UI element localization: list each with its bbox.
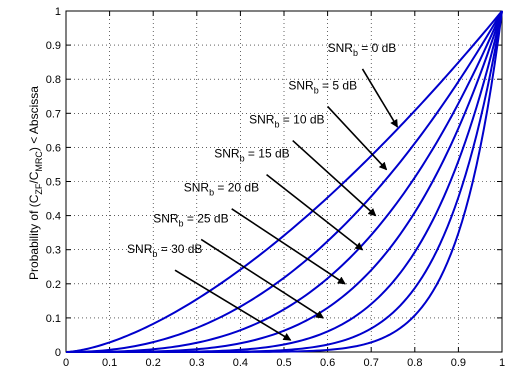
series-annotation-2: SNRb = 10 dB	[249, 113, 324, 130]
x-tick-label: 0.3	[189, 357, 204, 369]
series-line-5	[66, 10, 503, 353]
annotation-arrow-5	[200, 238, 325, 319]
annotations: SNRb = 0 dB SNRb = 5 dB SNRb = 10 dB SNRb =…	[127, 41, 399, 341]
grid	[66, 11, 502, 352]
series-line-3	[66, 10, 503, 353]
x-tick-label: 1	[499, 357, 505, 369]
series-line-6	[66, 10, 503, 353]
x-tick-label: 0.1	[102, 357, 117, 369]
y-tick-label: 0	[55, 347, 61, 359]
y-tick-label: 0.8	[46, 74, 61, 86]
x-tick-label: 0.8	[407, 357, 422, 369]
series-annotation-6: SNRb = 30 dB	[127, 242, 202, 259]
plot-frame	[65, 10, 503, 353]
y-tick-label: 0.1	[46, 313, 61, 325]
y-axis-label: Probability of (CZF/CMRC) < Abscissa	[27, 86, 44, 280]
y-tick-label: 0.2	[46, 279, 61, 291]
y-tick-label: 1	[55, 6, 61, 18]
annotation-arrow-4	[231, 208, 346, 285]
annotation-arrow-0	[361, 68, 399, 128]
x-tick-label: 0.4	[233, 357, 248, 369]
x-tick-label: 0.9	[451, 357, 466, 369]
series-line-2	[66, 10, 503, 353]
annotation-arrow-3	[266, 174, 364, 251]
x-tick-label: 0.2	[146, 357, 161, 369]
series-annotation-1: SNRb = 5 dB	[288, 78, 357, 95]
annotation-arrow-6	[174, 269, 292, 341]
series-annotation-0: SNRb = 0 dB	[328, 41, 397, 58]
series-line-1	[65, 10, 503, 353]
series-lines	[65, 10, 503, 353]
annotation-arrow-2	[292, 139, 377, 217]
x-tick-label: 0	[63, 357, 69, 369]
series-annotation-5: SNRb = 25 dB	[153, 211, 228, 228]
x-tick-label: 0.6	[320, 357, 335, 369]
y-tick-label: 0.9	[46, 40, 61, 52]
y-tick-label: 0.4	[46, 211, 61, 223]
x-tick-label: 0.7	[364, 357, 379, 369]
y-tick-label: 0.6	[46, 142, 61, 154]
series-line-4	[66, 10, 503, 353]
y-tick-label: 0.3	[46, 245, 61, 257]
y-tick-label: 0.5	[46, 177, 61, 189]
y-tick-label: 0.7	[46, 108, 61, 120]
annotation-arrow-1	[327, 105, 388, 171]
x-tick-label: 0.5	[276, 357, 291, 369]
series-line-0	[65, 10, 503, 353]
series-annotation-3: SNRb = 15 dB	[214, 147, 289, 164]
series-annotation-4: SNRb = 20 dB	[184, 181, 259, 198]
